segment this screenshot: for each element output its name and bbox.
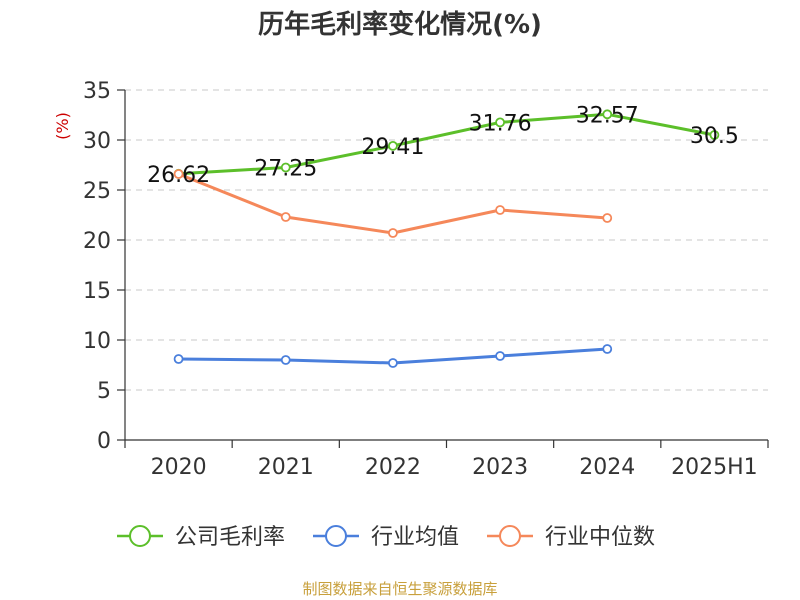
data-point — [602, 109, 613, 120]
legend-label: 公司毛利率 — [175, 525, 285, 550]
legend-item: 行业中位数 — [487, 525, 655, 550]
data-point — [173, 354, 184, 364]
data-label: 26.62 — [147, 163, 210, 188]
legend-label: 行业中位数 — [545, 525, 655, 550]
data-point — [495, 205, 505, 215]
data-point — [388, 358, 398, 368]
data-point — [388, 140, 398, 151]
data-label: 31.76 — [469, 111, 532, 136]
legend-item: 行业均值 — [313, 525, 459, 550]
legend: 公司毛利率 行业均值 行业中位数 — [117, 525, 655, 550]
data-point — [280, 162, 291, 173]
data-point — [388, 228, 398, 238]
data-label: 29.41 — [361, 135, 424, 160]
data-point — [709, 130, 720, 140]
legend-marker — [129, 525, 151, 547]
x-tick-label: 2024 — [579, 455, 635, 480]
legend-label: 行业均值 — [371, 525, 459, 550]
series-line-0 — [178, 112, 715, 176]
y-tick-label: 20 — [83, 229, 111, 254]
grid-layer — [125, 89, 768, 391]
legend-item: 公司毛利率 — [117, 525, 285, 550]
data-point — [280, 212, 291, 222]
x-tick-label: 2022 — [365, 455, 421, 480]
data-point — [495, 351, 505, 361]
x-tick-label: 2023 — [472, 455, 528, 480]
x-tick-label: 2025H1 — [671, 455, 758, 480]
data-point — [280, 355, 291, 365]
data-label-layer: 26.62 27.25 29.41 31.76 32.57 30.5 — [147, 103, 739, 188]
data-label: 32.57 — [576, 103, 639, 128]
source-note: 制图数据来自恒生聚源数据库 — [302, 580, 497, 598]
legend-marker — [325, 525, 347, 547]
chart-title: 历年毛利率变化情况(%) — [258, 9, 542, 40]
axis-layer: 0 5 10 15 20 25 30 35 2020 2021 2022 2023 2024 2025H1 — [83, 79, 769, 480]
y-tick-label: 25 — [83, 179, 111, 204]
y-tick-label: 10 — [83, 329, 111, 354]
data-label: 30.5 — [690, 124, 739, 149]
series-layer — [173, 109, 720, 368]
legend-marker — [499, 525, 521, 547]
y-tick-label: 30 — [83, 129, 111, 154]
y-tick-label: 15 — [83, 279, 111, 304]
series-line-2 — [178, 172, 608, 235]
data-point — [602, 344, 613, 354]
y-tick-label: 35 — [83, 79, 111, 104]
x-tick-label: 2021 — [258, 455, 314, 480]
data-point — [602, 213, 613, 223]
y-axis-label: (%) — [53, 112, 72, 140]
x-tick-label: 2020 — [151, 455, 207, 480]
y-tick-label: 0 — [97, 429, 111, 454]
data-label: 27.25 — [254, 157, 317, 182]
y-tick-label: 5 — [97, 379, 111, 404]
data-point — [173, 169, 184, 179]
data-point — [495, 117, 505, 128]
